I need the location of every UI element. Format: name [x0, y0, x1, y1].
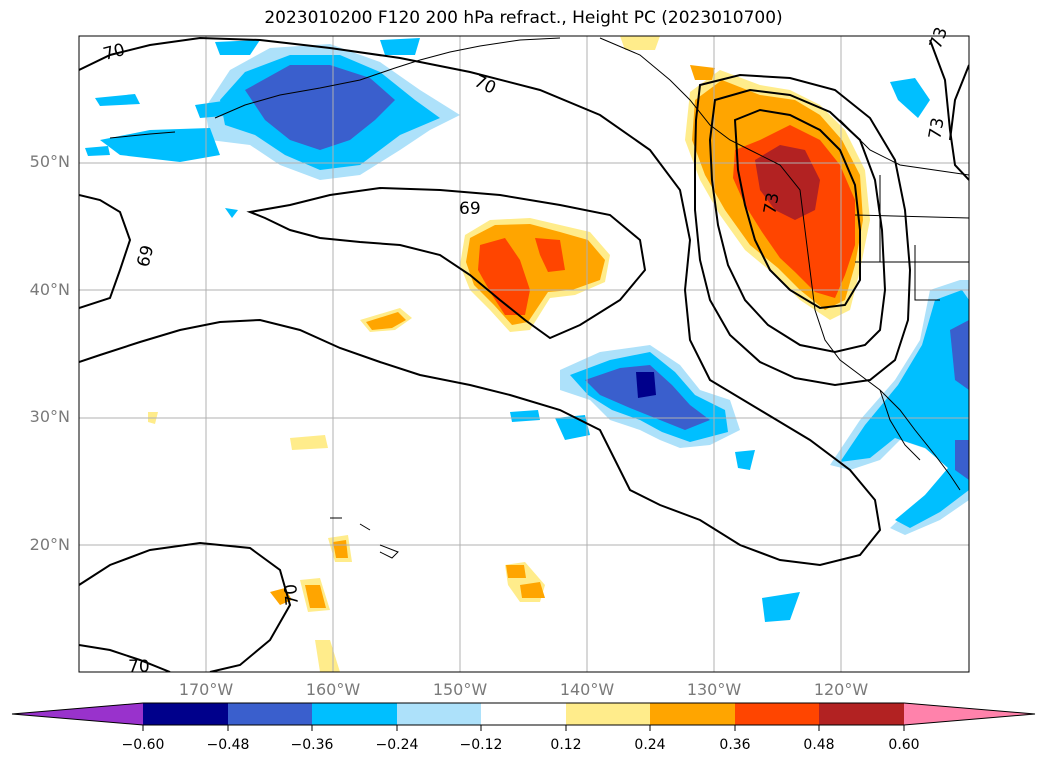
colorbar-segment — [481, 703, 566, 725]
colorbar-segment — [566, 703, 650, 725]
colorbar-tick-label: 0.48 — [803, 737, 835, 753]
colorbar-tick-label: 0.24 — [634, 737, 666, 753]
colorbar-tick-label: −0.24 — [375, 737, 419, 753]
colorbar-tick-label: 0.60 — [888, 737, 920, 753]
lat-label: 30°N — [29, 407, 70, 426]
contour-73 — [733, 108, 861, 310]
graticule — [79, 36, 969, 672]
anomaly-fill-layer — [85, 36, 969, 672]
lon-label: 130°W — [686, 680, 742, 699]
contour-label: 70 — [128, 657, 150, 677]
contour-label: 73 — [925, 116, 948, 141]
contour-label: 73 — [926, 25, 952, 52]
lat-label: 20°N — [29, 535, 70, 554]
contour-label: 70 — [471, 71, 499, 98]
colorbar-extend-high — [904, 703, 1035, 725]
contour-label: 69 — [459, 199, 481, 219]
plot-frame — [78, 35, 970, 673]
lat-label: 40°N — [29, 280, 70, 299]
neg-anomaly-nw-strong — [245, 65, 395, 150]
lon-label: 150°W — [432, 680, 488, 699]
map-title: 2023010200 F120 200 hPa refract., Height… — [264, 8, 783, 28]
colorbar-segment — [143, 703, 228, 725]
colorbar-segment — [650, 703, 735, 725]
colorbar-segment — [228, 703, 312, 725]
contour-70-north — [79, 36, 882, 567]
contour-label: 70 — [281, 583, 303, 606]
colorbar-segment — [397, 703, 481, 725]
height-contours — [79, 36, 969, 672]
colorbar — [11, 702, 1036, 731]
contour-69 — [79, 194, 132, 309]
lon-label: 160°W — [305, 680, 361, 699]
colorbar-tick-label: 0.36 — [719, 737, 751, 753]
colorbar-extend-low — [12, 703, 143, 725]
colorbar-segment — [312, 703, 397, 725]
contour-label: 69 — [134, 243, 159, 269]
lon-label: 140°W — [559, 680, 615, 699]
colorbar-tick-label: −0.48 — [206, 737, 250, 753]
contour-label: 70 — [101, 40, 127, 65]
colorbar-segment — [735, 703, 819, 725]
contour-label: 73 — [760, 191, 783, 216]
colorbar-tick-label: −0.36 — [290, 737, 334, 753]
lon-label: 170°W — [178, 680, 234, 699]
colorbar-tick-label: 0.12 — [550, 737, 582, 753]
colorbar-tick-label: −0.60 — [121, 737, 165, 753]
colorbar-segment — [819, 703, 904, 725]
lat-label: 50°N — [29, 152, 70, 171]
colorbar-tick-label: −0.12 — [459, 737, 503, 753]
lon-label: 120°W — [813, 680, 869, 699]
